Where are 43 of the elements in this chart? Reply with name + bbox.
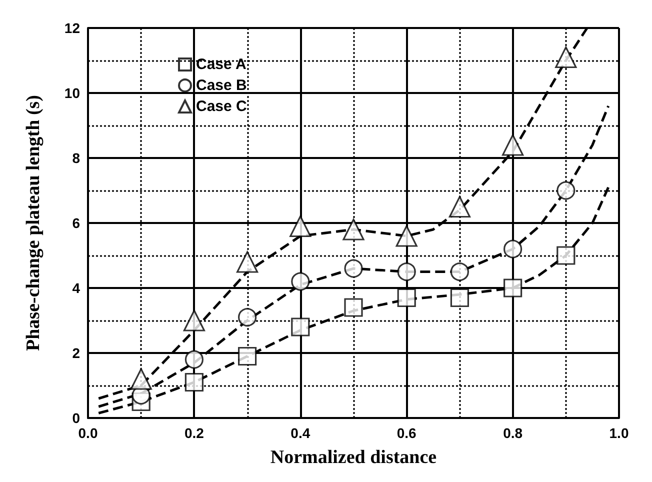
point [291,272,310,291]
x-tick-label: 1.0 [609,425,629,441]
y-tick-label: 8 [72,150,80,166]
point [397,288,416,308]
point [504,240,522,258]
point [504,278,522,298]
point [344,259,363,278]
x-tick-label: 0.2 [184,425,204,441]
point [556,181,576,200]
point [450,262,469,282]
point [130,368,152,390]
point [448,196,470,218]
point [238,346,257,366]
point [342,218,364,240]
y-axis-title: Phase-change plateau length (s) [23,95,44,351]
x-tick-label: 0.4 [290,425,310,441]
y-tick-label: 6 [72,215,80,231]
y-tick-label: 10 [64,85,80,101]
point [183,310,205,332]
legend-label: Case A [196,56,246,73]
point [502,134,524,156]
point [291,318,310,336]
point [184,372,204,392]
point [238,308,257,327]
legend-label: Case B [196,77,248,94]
point [344,298,363,317]
point [555,46,577,68]
point [450,288,469,308]
x-tick-label: 0.8 [503,425,523,441]
y-tick-label: 12 [64,20,80,36]
point [184,350,204,369]
point [236,251,258,273]
y-tick-label: 0 [72,410,80,426]
x-axis-title: Normalized distance [270,447,437,468]
point [397,262,416,282]
x-tick-label: 0.6 [396,425,417,441]
x-tick-label: 0.0 [78,425,98,441]
point [556,246,576,265]
point [396,225,418,247]
y-tick-label: 2 [72,345,80,361]
legend-label: Case C [196,98,248,115]
y-tick-label: 4 [72,280,80,296]
point [290,215,312,238]
